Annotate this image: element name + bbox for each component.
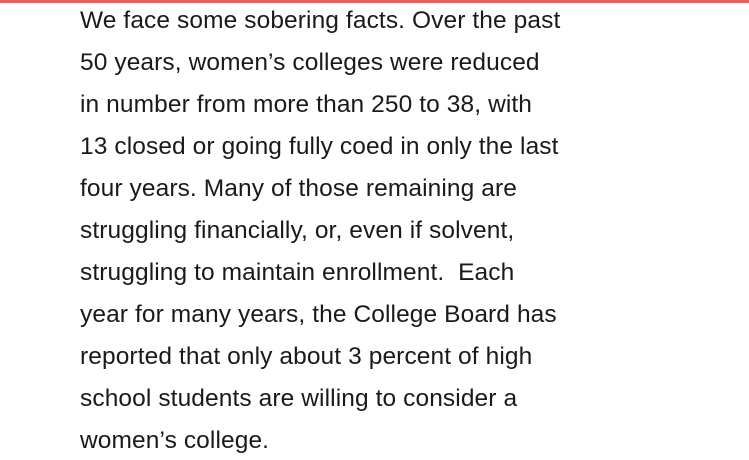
paragraph-line: struggling to maintain enrollment. Each (80, 259, 515, 286)
paragraph-line: women’s college. (80, 427, 270, 454)
paragraph-line: struggling financially, or, even if solv… (80, 217, 515, 244)
paragraph-line: school students are willing to consider … (80, 385, 518, 412)
paragraph-line: in number from more than 250 to 38, with (80, 91, 533, 118)
top-accent-bar (0, 0, 749, 3)
text-excerpt: We face some sobering facts. Over the pa… (80, 0, 740, 460)
paragraph-line: We face some sobering facts. Over the pa… (80, 7, 561, 34)
paragraph-line: reported that only about 3 percent of hi… (80, 343, 533, 370)
paragraph-line: 13 closed or going fully coed in only th… (80, 133, 559, 160)
paragraph-line: four years. Many of those remaining are (80, 175, 517, 202)
paragraph-line: year for many years, the College Board h… (80, 301, 557, 328)
paragraph-line: 50 years, women’s colleges were reduced (80, 49, 540, 76)
